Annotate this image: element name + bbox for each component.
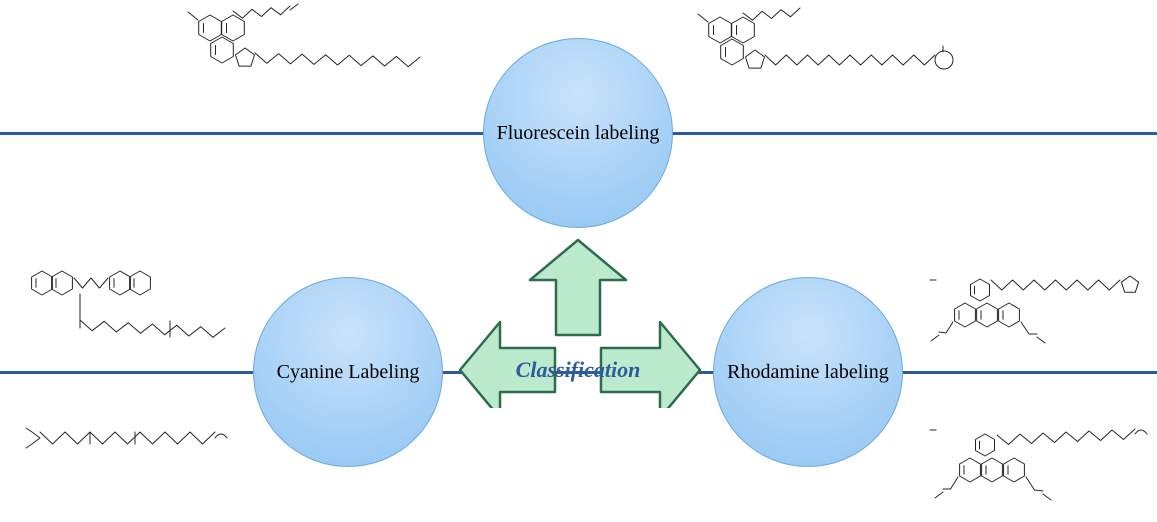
molecule-top-right [680,0,980,85]
center-label: Classification [498,357,658,383]
node-cyanine-label: Cyanine Labeling [277,361,420,384]
arrow-up-icon [530,240,626,335]
molecule-mid-right [925,255,1150,350]
node-fluorescein-label: Fluorescein labeling [497,122,660,145]
node-rhodamine-label: Rhodamine labeling [727,361,889,384]
molecule-mid-left [20,255,240,350]
node-cyanine: Cyanine Labeling [253,277,443,467]
center-label-text: Classification [516,357,641,382]
node-rhodamine: Rhodamine labeling [713,277,903,467]
molecule-top-left [170,0,440,85]
node-fluorescein: Fluorescein labeling [483,38,673,228]
molecule-bot-right [925,400,1150,505]
molecule-bot-left [20,408,230,463]
